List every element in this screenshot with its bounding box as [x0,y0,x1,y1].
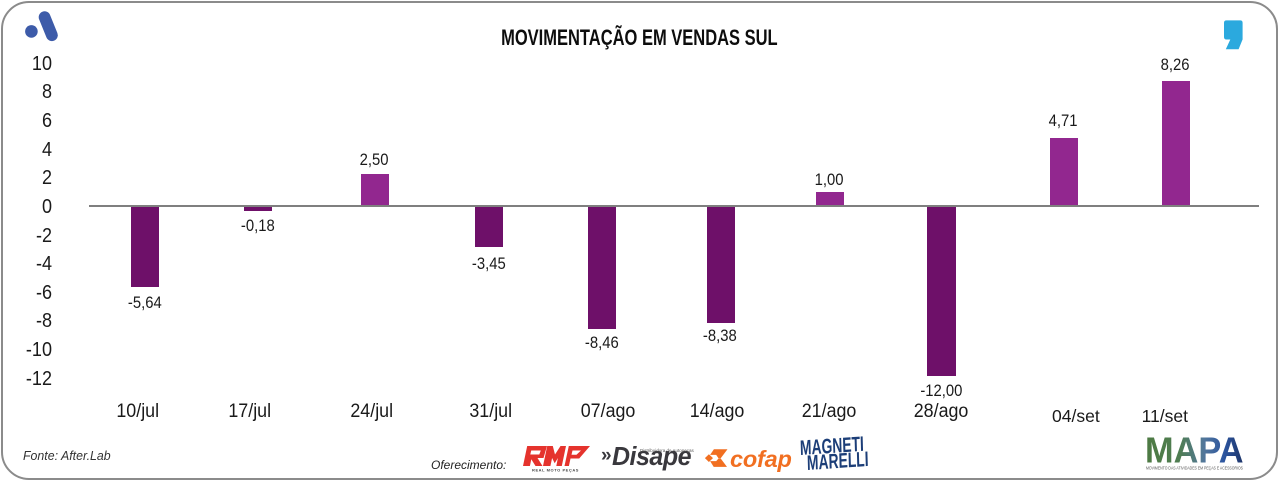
svg-text:MOVIMENTO DAS ATIVIDADES EM PE: MOVIMENTO DAS ATIVIDADES EM PEÇAS E ACES… [1146,466,1243,471]
svg-text:MAPA: MAPA [1145,434,1244,471]
svg-text:REAL MOTO PEÇAS: REAL MOTO PEÇAS [532,467,579,472]
